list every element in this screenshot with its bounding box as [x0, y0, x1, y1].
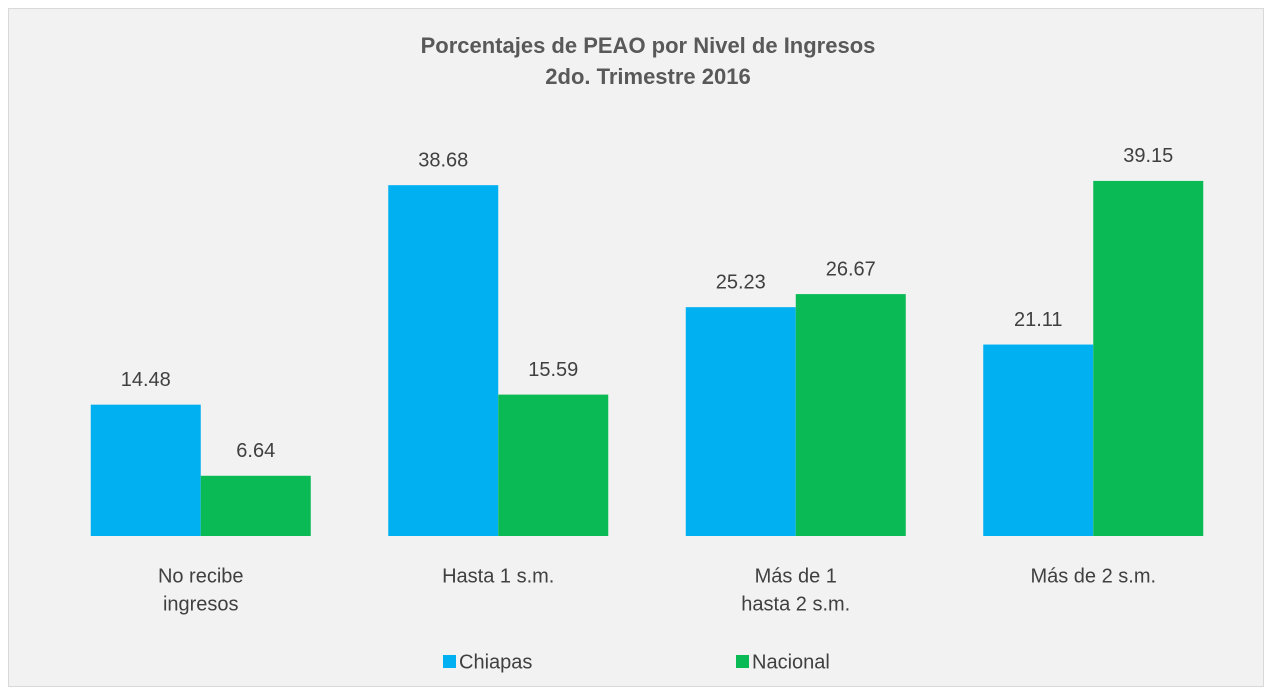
legend-label: Nacional [752, 651, 830, 673]
data-label: 14.48 [121, 369, 171, 391]
x-tick-label: hasta 2 s.m. [741, 593, 850, 615]
legend-label: Chiapas [459, 651, 532, 673]
x-tick-label: ingresos [163, 593, 239, 615]
bar [200, 475, 311, 536]
data-label: 38.68 [418, 149, 468, 171]
x-tick-label: Más de 2 s.m. [1030, 565, 1156, 587]
legend-swatch [443, 655, 456, 668]
bar [388, 185, 499, 536]
x-tick-label: Hasta 1 s.m. [442, 565, 554, 587]
legend-swatch [736, 655, 749, 668]
data-label: 21.11 [1014, 309, 1063, 331]
data-label: 25.23 [716, 271, 766, 293]
data-label: 39.15 [1123, 145, 1173, 167]
bar [795, 294, 906, 536]
bar [983, 344, 1094, 536]
data-label: 15.59 [528, 359, 578, 381]
bar [498, 394, 609, 536]
x-tick-label: No recibe [158, 565, 244, 587]
x-tick-label: Más de 1 [755, 565, 837, 587]
bar [90, 404, 201, 536]
data-label: 6.64 [236, 440, 275, 462]
chart-title: Porcentajes de PEAO por Nivel de Ingreso… [421, 33, 876, 58]
bar [1093, 180, 1204, 537]
data-label: 26.67 [826, 258, 876, 280]
bar [685, 307, 796, 536]
chart-subtitle: 2do. Trimestre 2016 [545, 64, 750, 89]
